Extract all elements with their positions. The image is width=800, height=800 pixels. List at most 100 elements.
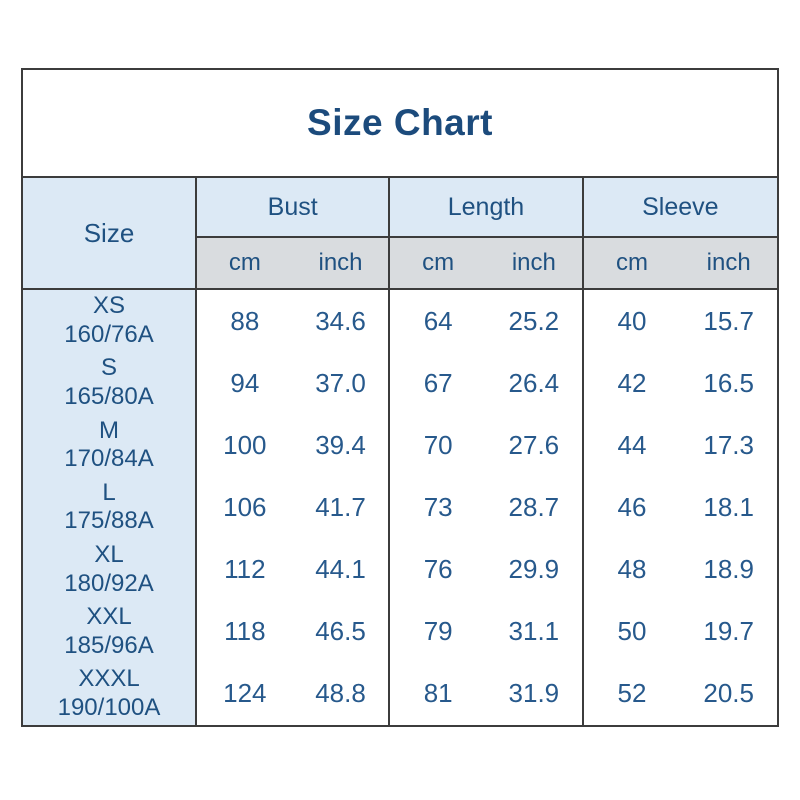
sleeve-cm-value: 40: [617, 305, 647, 336]
bust-cm-value: 94: [230, 367, 260, 398]
length-cm-value: 67: [423, 367, 453, 398]
length-inch-value: 26.4: [508, 367, 560, 398]
size-code: XS: [92, 292, 125, 320]
bust-inch-value: 48.8: [315, 678, 366, 709]
size-spec: 185/96A: [64, 631, 154, 659]
bust-cm-value: 124: [223, 678, 267, 709]
length-inch-value: 25.2: [508, 305, 560, 336]
sleeve-inch-value: 18.1: [703, 491, 754, 522]
bust-cm-value: 118: [224, 616, 266, 647]
sleeve-inch-value: 17.3: [703, 429, 754, 460]
size-code: S: [100, 354, 117, 382]
table-row: 124 48.8: [197, 663, 388, 725]
length-inch-value: 29.9: [508, 554, 560, 585]
sleeve-cm-value: 42: [617, 367, 647, 398]
table-row: 40 15.7: [584, 290, 777, 352]
size-label: XXXL 190/100A: [23, 663, 195, 725]
table-row: 70 27.6: [390, 414, 581, 476]
size-chart-table: Size Chart Size Bust Length Sleeve cm in…: [21, 68, 779, 727]
sleeve-cm-value: 44: [617, 429, 647, 460]
unit-label-cm: cm: [422, 249, 455, 276]
table-row: 48 18.9: [584, 539, 777, 601]
table-row: 73 28.7: [390, 476, 581, 538]
bust-inch-value: 41.7: [315, 491, 366, 522]
table-row: 46 18.1: [584, 476, 777, 538]
table-row: 88 34.6: [197, 290, 388, 352]
size-code: XXXL: [78, 665, 140, 693]
size-label: XS 160/76A: [23, 290, 195, 352]
length-cm-value: 70: [423, 429, 453, 460]
bust-cm-value: 106: [223, 491, 267, 522]
table-row: 112 44.1: [197, 539, 388, 601]
length-inch-value: 28.7: [508, 491, 560, 522]
table-row: 100 39.4: [197, 414, 388, 476]
length-inch-value: 27.6: [508, 429, 560, 460]
sleeve-cm-value: 48: [617, 554, 647, 585]
bust-inch-value: 39.4: [315, 429, 366, 460]
bust-inch-value: 37.0: [315, 367, 366, 398]
size-label: L 175/88A: [23, 476, 195, 538]
length-cm-value: 76: [423, 554, 453, 585]
size-label: XL 180/92A: [23, 539, 195, 601]
unit-label-cm: cm: [615, 249, 648, 276]
sleeve-cm-value: 46: [617, 491, 647, 522]
table-row: 50 19.7: [584, 601, 777, 663]
column-header-sleeve: Sleeve: [583, 178, 777, 238]
bust-cm-value: 100: [223, 429, 267, 460]
size-label: XXL 185/96A: [23, 601, 195, 663]
table-row: 52 20.5: [584, 663, 777, 725]
sleeve-cm-value: 52: [617, 678, 647, 709]
bust-inch-value: 46.5: [315, 616, 366, 647]
length-column: 64 25.2 67 26.4 70 27.6 73 28.7 76 29.: [390, 290, 584, 725]
bust-inch-value: 34.6: [315, 305, 366, 336]
size-spec: 175/88A: [64, 507, 154, 535]
unit-row-length: cm inch: [390, 238, 584, 288]
unit-label-inch: inch: [318, 249, 363, 276]
size-spec: 160/76A: [64, 321, 154, 349]
column-header-length: Length: [390, 178, 584, 238]
table-row: 76 29.9: [390, 539, 581, 601]
bust-cm-value: 112: [224, 554, 266, 585]
sleeve-column: 40 15.7 42 16.5 44 17.3 46 18.1 48 18.: [583, 290, 777, 725]
table-header: Size Bust Length Sleeve cm inch cm inch …: [23, 178, 777, 290]
size-code: M: [99, 416, 119, 444]
column-header-size: Size: [23, 178, 197, 288]
size-column: XS 160/76A S 165/80A M 170/84A L 175/88A…: [23, 290, 197, 725]
bust-cm-value: 88: [230, 305, 260, 336]
table-row: 106 41.7: [197, 476, 388, 538]
table-row: 118 46.5: [197, 601, 388, 663]
size-spec: 180/92A: [64, 569, 154, 597]
unit-label-cm: cm: [228, 249, 261, 276]
size-label: M 170/84A: [23, 414, 195, 476]
size-spec: 170/84A: [64, 445, 154, 473]
size-code: XL: [94, 540, 124, 568]
title-row: Size Chart: [23, 70, 777, 178]
sleeve-inch-value: 15.7: [703, 305, 754, 336]
sleeve-inch-value: 20.5: [703, 678, 754, 709]
sleeve-cm-value: 50: [617, 616, 647, 647]
length-cm-value: 81: [423, 678, 453, 709]
table-row: 64 25.2: [390, 290, 581, 352]
length-inch-value: 31.9: [508, 678, 560, 709]
column-header-bust: Bust: [197, 178, 391, 238]
table-row: 67 26.4: [390, 352, 581, 414]
table-row: 79 31.1: [390, 601, 581, 663]
length-cm-value: 73: [423, 491, 453, 522]
sleeve-inch-value: 16.5: [703, 367, 754, 398]
sleeve-inch-value: 19.7: [703, 616, 754, 647]
page-title: Size Chart: [307, 102, 493, 143]
unit-label-inch: inch: [511, 249, 556, 276]
unit-label-inch: inch: [706, 249, 751, 276]
unit-row-bust: cm inch: [197, 238, 391, 288]
size-code: L: [102, 478, 116, 506]
length-cm-value: 79: [423, 616, 453, 647]
length-cm-value: 64: [423, 305, 453, 336]
bust-inch-value: 44.1: [315, 554, 366, 585]
table-row: 42 16.5: [584, 352, 777, 414]
sleeve-inch-value: 18.9: [703, 554, 754, 585]
unit-row-sleeve: cm inch: [583, 238, 777, 288]
table-row: 44 17.3: [584, 414, 777, 476]
size-spec: 165/80A: [64, 383, 154, 411]
length-inch-value: 31.1: [508, 616, 560, 647]
